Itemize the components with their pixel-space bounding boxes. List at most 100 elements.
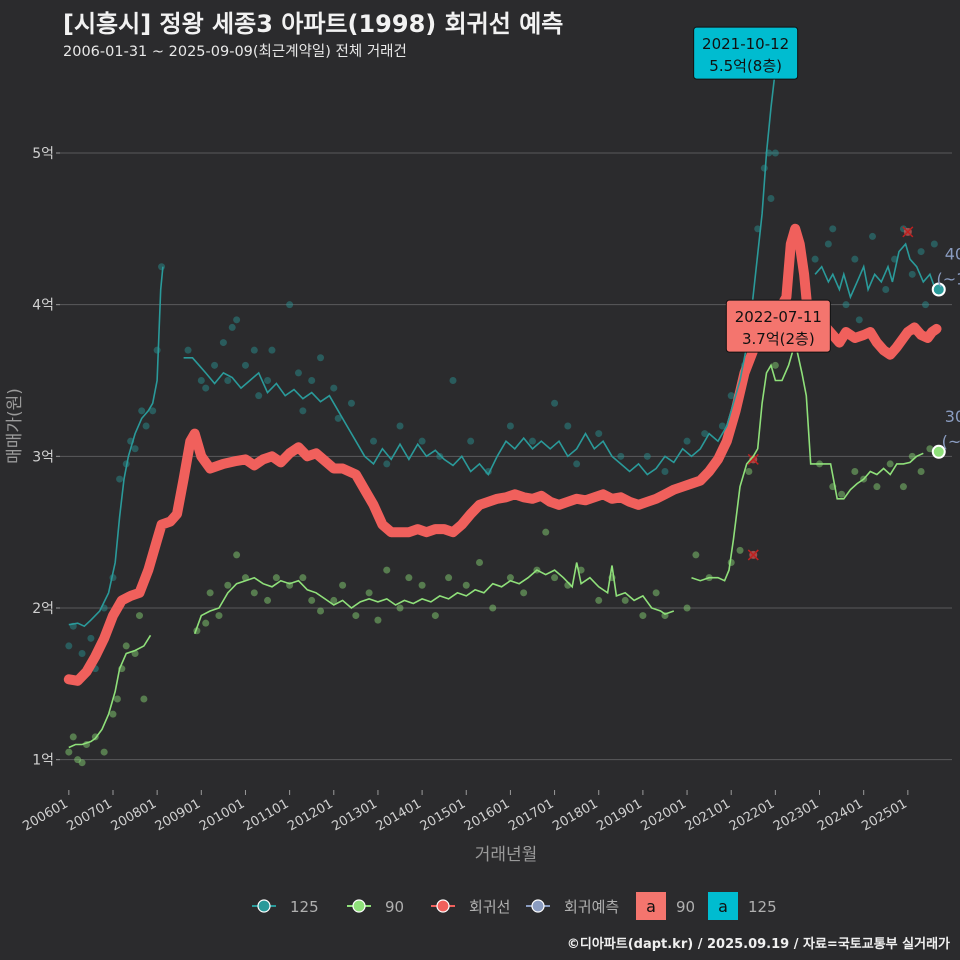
scatter-point-90: [926, 445, 934, 453]
scatter-point-125: [149, 407, 157, 415]
series-line-90: [193, 562, 675, 635]
scatter-point-125: [219, 339, 227, 347]
x-tick-label: 201501: [418, 796, 468, 834]
scatter-point-90: [692, 551, 700, 559]
scatter-point-125: [264, 377, 272, 384]
x-tick-label: 202001: [639, 796, 689, 834]
series-line-125: [183, 76, 777, 476]
scatter-point-125: [308, 377, 316, 384]
scatter-point-125: [824, 240, 832, 248]
scatter-point-90: [445, 574, 453, 582]
scatter-point-90: [74, 756, 82, 764]
x-tick-label: 201201: [285, 796, 335, 834]
scatter-point-125: [617, 452, 625, 460]
legend-key-box: [636, 892, 666, 920]
scatter-point-125: [241, 361, 249, 369]
x-tick-label: 200801: [109, 796, 159, 834]
scatter-point-90: [873, 483, 881, 491]
scatter-point-90: [330, 596, 338, 604]
scatter-point-90: [233, 551, 241, 559]
outlier-mark-125: [902, 226, 914, 238]
scatter-point-90: [122, 642, 130, 650]
legend-key-label: 125: [748, 898, 777, 916]
scatter-point-90: [652, 589, 660, 597]
x-tick-label: 201101: [241, 796, 291, 834]
legend-marker-회귀예측: [531, 899, 545, 913]
scatter-point-90: [745, 468, 753, 475]
legend-key-letter: a: [718, 897, 728, 916]
scatter-point-125: [917, 248, 925, 256]
scatter-point-125: [138, 407, 146, 415]
scatter-point-125: [643, 452, 651, 460]
x-tick-label: 201701: [506, 796, 556, 834]
scatter-point-125: [268, 346, 276, 354]
scatter-point-125: [727, 392, 735, 400]
scatter-point-125: [564, 422, 572, 430]
legend-label-125: 125: [290, 898, 319, 916]
scatter-point-90: [431, 612, 439, 620]
forecast-area: (~90㎡): [942, 432, 960, 451]
scatter-point-125: [506, 422, 514, 430]
scatter-point-90: [339, 581, 347, 589]
scatter-point-125: [683, 437, 691, 445]
outlier-mark-90: [747, 453, 759, 465]
scatter-point-125: [436, 452, 444, 460]
scatter-point-125: [255, 392, 263, 400]
scatter-point-90: [224, 581, 232, 589]
max-label-box: [693, 26, 799, 80]
scatter-point-125: [131, 445, 139, 453]
grid-layer: [60, 152, 952, 761]
legend-marker-125: [257, 899, 271, 913]
scatter-point-90: [272, 574, 280, 582]
regression-line: [63, 223, 942, 686]
x-tick-label: 200701: [65, 796, 115, 834]
forecast-area: (~125㎡): [937, 270, 960, 289]
scatter-point-90: [405, 574, 413, 582]
scatter-point-90: [100, 748, 108, 756]
scatter-point-125: [842, 301, 850, 309]
chart-title: [시흥시] 정왕 세종3 아파트(1998) 회귀선 예측: [63, 10, 564, 38]
scatter-point-125: [317, 354, 325, 362]
scatter-point-90: [383, 566, 391, 574]
scatter-point-125: [142, 422, 150, 430]
legend-key-label: 90: [676, 898, 695, 916]
forecast-point: [931, 282, 946, 297]
scatter-point-125: [294, 369, 302, 377]
scatter-point-125: [202, 384, 210, 392]
x-tick-label: 202301: [771, 796, 821, 834]
lines-layer: [63, 76, 946, 749]
scatter-point-90: [109, 710, 117, 718]
scatter-point-90: [78, 759, 86, 767]
scatter-point-90: [308, 596, 316, 604]
scatter-point-90: [851, 468, 859, 475]
x-tick-label: 201601: [462, 796, 512, 834]
scatter-point-125: [855, 316, 863, 324]
source-caption: ©디아파트(dapt.kr) / 2025.09.19 / 자료=국토교통부 실…: [566, 937, 950, 952]
scatter-point-90: [250, 589, 258, 597]
scatter-point-90: [69, 733, 77, 741]
y-tick-label: 3억: [32, 449, 54, 465]
scatter-point-125: [250, 346, 258, 354]
scatter-point-125: [153, 346, 161, 354]
x-tick-label: 202401: [815, 796, 865, 834]
x-tick-label: 201401: [374, 796, 424, 834]
scatter-point-125: [760, 164, 768, 172]
scatter-point-125: [528, 437, 536, 445]
x-tick-label: 201901: [594, 796, 644, 834]
scatter-point-125: [930, 240, 938, 248]
y-tick-label: 5억: [32, 146, 54, 162]
x-tick-label: 202101: [683, 796, 733, 834]
scatter-point-90: [113, 695, 121, 703]
scatter-point-125: [334, 414, 342, 422]
scatter-point-125: [908, 270, 916, 278]
scatter-point-90: [736, 546, 744, 554]
scatter-point-125: [922, 301, 930, 309]
scatter-point-90: [542, 528, 550, 536]
x-tick-label: 201801: [550, 796, 600, 834]
scatter-point-90: [135, 612, 143, 620]
scatter-point-90: [621, 596, 629, 604]
scatter-point-90: [771, 361, 779, 369]
scatter-point-90: [551, 574, 559, 582]
legend-marker-회귀선: [436, 899, 450, 913]
